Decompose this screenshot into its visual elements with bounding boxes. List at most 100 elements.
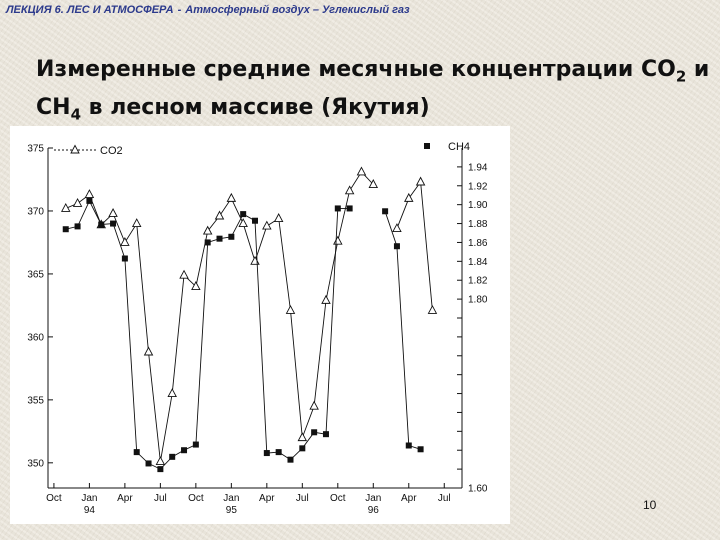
co2-point xyxy=(404,192,414,202)
left-axis-tick-label: 370 xyxy=(27,206,44,217)
x-axis-tick-label: Jan xyxy=(81,493,97,504)
co2-point xyxy=(214,210,225,220)
title-line2-text: в лесном массиве (Якутия) xyxy=(81,95,430,121)
co2-point xyxy=(321,294,331,304)
right-axis-tick-label: 1.90 xyxy=(468,200,488,211)
co2-point xyxy=(131,218,142,228)
co2-point xyxy=(273,213,284,222)
ch4-point xyxy=(228,233,235,240)
co2-point xyxy=(238,218,248,228)
ch4-series-line xyxy=(384,211,421,450)
legend-ch4-label: CH4 xyxy=(448,141,470,153)
ch4-point xyxy=(62,226,69,233)
ch4-point xyxy=(311,429,318,436)
x-axis-tick-label: Jan xyxy=(223,493,239,504)
ch4-point xyxy=(98,221,105,228)
right-axis-tick-label: 1.86 xyxy=(468,238,488,249)
legend-co2-marker xyxy=(70,144,80,154)
ch4-point xyxy=(169,453,176,460)
ch4-point xyxy=(252,217,258,224)
co2-point xyxy=(155,456,166,466)
ch4-point xyxy=(275,449,282,456)
co2-point xyxy=(392,223,402,233)
ch4-point xyxy=(405,442,412,449)
ch4-point xyxy=(86,197,93,204)
co2-point xyxy=(356,166,367,176)
x-axis-year-label: 96 xyxy=(368,505,380,516)
co2-point xyxy=(262,220,272,230)
ch4-point xyxy=(240,211,247,218)
left-axis-tick-label: 365 xyxy=(27,269,44,280)
ch4-point xyxy=(334,205,341,212)
co2-point xyxy=(427,304,438,314)
ch4-point xyxy=(121,255,128,262)
ch4-point xyxy=(133,449,140,456)
ch4-point xyxy=(157,466,164,473)
chart-panel: 350 355 360 365 370 375 1.60 1.80 1.82 1.84 1.86 1.… xyxy=(10,126,510,524)
ch4-point xyxy=(299,445,306,452)
right-axis-tick-label: 1.94 xyxy=(468,162,488,173)
ch4-point xyxy=(192,441,199,448)
title-line2-start: CH xyxy=(36,95,71,121)
slide-title: Измеренные средние месячные концентрации… xyxy=(36,54,716,131)
title-ch4-subscript: 4 xyxy=(70,105,81,124)
x-axis-tick-label: Oct xyxy=(330,493,346,504)
ch4-point xyxy=(74,223,81,230)
co2-point xyxy=(368,179,379,188)
x-axis-tick-label: Apr xyxy=(401,493,417,504)
x-axis-tick-label: Apr xyxy=(117,493,133,504)
co2-point xyxy=(120,236,130,246)
left-axis-tick-label: 360 xyxy=(27,332,44,343)
ch4-point xyxy=(417,446,424,453)
right-axis-tick-label: 1.80 xyxy=(468,295,488,306)
left-axis-tick-label: 350 xyxy=(27,458,44,469)
legend-co2-label: CO2 xyxy=(100,145,123,157)
co2-point xyxy=(84,189,95,199)
x-axis-year-label: 94 xyxy=(84,505,96,516)
lecture-title: ЛЕКЦИЯ 6. ЛЕС И АТМОСФЕРА xyxy=(6,4,174,16)
co2-point xyxy=(226,192,237,202)
ch4-point xyxy=(393,243,400,250)
co2-point xyxy=(333,235,343,245)
title-line1-text: Измеренные средние месячные концентрации… xyxy=(36,57,676,82)
lecture-header: ЛЕКЦИЯ 6. ЛЕС И АТМОСФЕРА - Атмосферный во… xyxy=(6,4,410,16)
title-co2-subscript: 2 xyxy=(675,67,687,86)
header-separator: - xyxy=(177,4,182,16)
right-axis-tick-label: 1.82 xyxy=(468,276,488,287)
ch4-point xyxy=(145,460,152,467)
co2-point xyxy=(60,202,71,212)
right-axis-tick-label: 1.60 xyxy=(468,484,488,495)
x-axis-tick-label: Jul xyxy=(296,493,309,504)
ch4-point xyxy=(181,447,188,454)
x-axis-tick-label: Jan xyxy=(365,493,381,504)
co2-point xyxy=(202,225,213,235)
co2-point xyxy=(250,255,260,265)
legend-ch4-marker xyxy=(424,143,430,149)
ch4-point xyxy=(204,239,211,246)
x-axis-tick-label: Oct xyxy=(46,493,62,504)
co2-point xyxy=(344,185,355,195)
ch4-point xyxy=(110,220,117,227)
co2-point xyxy=(143,346,154,356)
co2-point xyxy=(297,432,308,442)
x-axis-tick-label: Jul xyxy=(154,493,167,504)
co2-point xyxy=(415,176,426,186)
ch4-point xyxy=(382,208,389,215)
x-axis-tick-label: Jul xyxy=(438,493,451,504)
ch4-point xyxy=(263,450,270,457)
ch4-point xyxy=(287,456,294,463)
ch4-point xyxy=(322,431,329,438)
co2-point xyxy=(179,269,189,279)
right-axis-tick-label: 1.84 xyxy=(468,257,488,268)
x-axis-tick-label: Oct xyxy=(188,493,204,504)
co2-point xyxy=(72,197,83,207)
co2-point xyxy=(285,304,296,314)
x-axis-tick-label: Apr xyxy=(259,493,275,504)
co2-point xyxy=(191,281,201,290)
ch4-point xyxy=(346,205,353,212)
lecture-topic: Атмосферный воздух – Углекислый газ xyxy=(185,4,410,16)
left-axis-tick-label: 355 xyxy=(27,395,44,406)
right-axis-tick-label: 1.92 xyxy=(468,181,488,192)
co2-ch4-chart: 350 355 360 365 370 375 1.60 1.80 1.82 1.84 1.86 1.… xyxy=(27,141,488,516)
co2-point xyxy=(167,388,177,398)
